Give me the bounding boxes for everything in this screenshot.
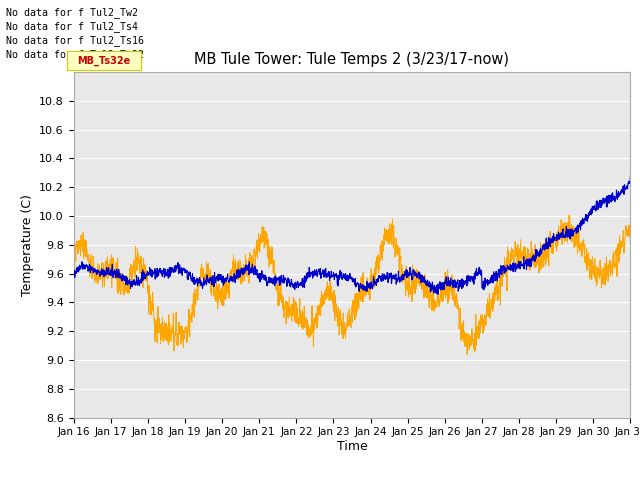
Title: MB Tule Tower: Tule Temps 2 (3/23/17-now): MB Tule Tower: Tule Temps 2 (3/23/17-now… [195,52,509,67]
Y-axis label: Temperature (C): Temperature (C) [20,194,33,296]
X-axis label: Time: Time [337,440,367,453]
Legend: Tul2_Ts-2, Tul2_Ts-8: Tul2_Ts-2, Tul2_Ts-8 [234,478,470,480]
Text: No data for f Tul2_Tw2
No data for f Tul2_Ts4
No data for f Tul2_Ts16
No data fo: No data for f Tul2_Tw2 No data for f Tul… [6,7,145,60]
Text: MB_Ts32e: MB_Ts32e [77,55,131,66]
